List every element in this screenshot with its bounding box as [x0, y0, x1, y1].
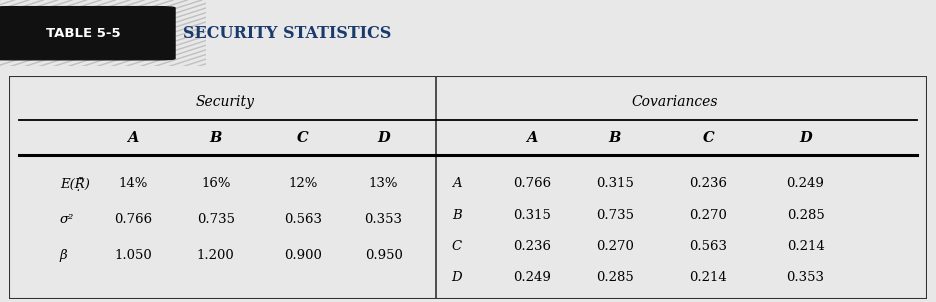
- Text: D: D: [452, 271, 462, 284]
- Text: C: C: [297, 131, 309, 145]
- Text: 16%: 16%: [201, 177, 230, 190]
- Text: B: B: [452, 209, 461, 222]
- Text: 0.353: 0.353: [365, 213, 402, 226]
- Text: 0.285: 0.285: [596, 271, 634, 284]
- Text: 14%: 14%: [119, 177, 148, 190]
- Text: 0.249: 0.249: [786, 177, 825, 190]
- Text: 0.735: 0.735: [197, 213, 235, 226]
- Text: 0.285: 0.285: [786, 209, 825, 222]
- Text: Covariances: Covariances: [631, 95, 718, 109]
- Text: TABLE 5-5: TABLE 5-5: [47, 27, 121, 40]
- Text: 0.249: 0.249: [513, 271, 551, 284]
- Text: 0.766: 0.766: [114, 213, 153, 226]
- Text: 1.200: 1.200: [197, 249, 235, 262]
- Text: A: A: [127, 131, 139, 145]
- Text: 0.563: 0.563: [284, 213, 322, 226]
- Text: 0.315: 0.315: [513, 209, 551, 222]
- Text: E(Ṝ̃): E(Ṝ̃): [60, 177, 90, 191]
- Text: 0.214: 0.214: [786, 240, 825, 253]
- FancyBboxPatch shape: [0, 7, 175, 60]
- Text: 1.050: 1.050: [114, 249, 152, 262]
- Text: 0.353: 0.353: [786, 271, 825, 284]
- Text: β: β: [60, 249, 67, 262]
- Text: Security: Security: [196, 95, 255, 109]
- Text: A: A: [452, 177, 461, 190]
- Text: 0.563: 0.563: [689, 240, 727, 253]
- Text: 12%: 12%: [288, 177, 317, 190]
- Text: SECURITY STATISTICS: SECURITY STATISTICS: [183, 25, 391, 42]
- Text: C: C: [452, 240, 462, 253]
- Text: 0.735: 0.735: [596, 209, 634, 222]
- Text: 0.236: 0.236: [513, 240, 551, 253]
- Text: A: A: [527, 131, 538, 145]
- Text: D: D: [377, 131, 390, 145]
- Text: 13%: 13%: [369, 177, 399, 190]
- Text: C: C: [703, 131, 714, 145]
- Text: 0.236: 0.236: [689, 177, 727, 190]
- Text: 0.214: 0.214: [690, 271, 727, 284]
- Text: 0.270: 0.270: [690, 209, 727, 222]
- Text: D: D: [799, 131, 812, 145]
- Text: B: B: [608, 131, 621, 145]
- Text: 0.315: 0.315: [596, 177, 634, 190]
- Text: 0.766: 0.766: [513, 177, 551, 190]
- Text: B: B: [210, 131, 222, 145]
- Text: 0.950: 0.950: [365, 249, 402, 262]
- Text: 0.270: 0.270: [596, 240, 634, 253]
- Text: σ²: σ²: [60, 213, 74, 226]
- Text: 0.900: 0.900: [284, 249, 322, 262]
